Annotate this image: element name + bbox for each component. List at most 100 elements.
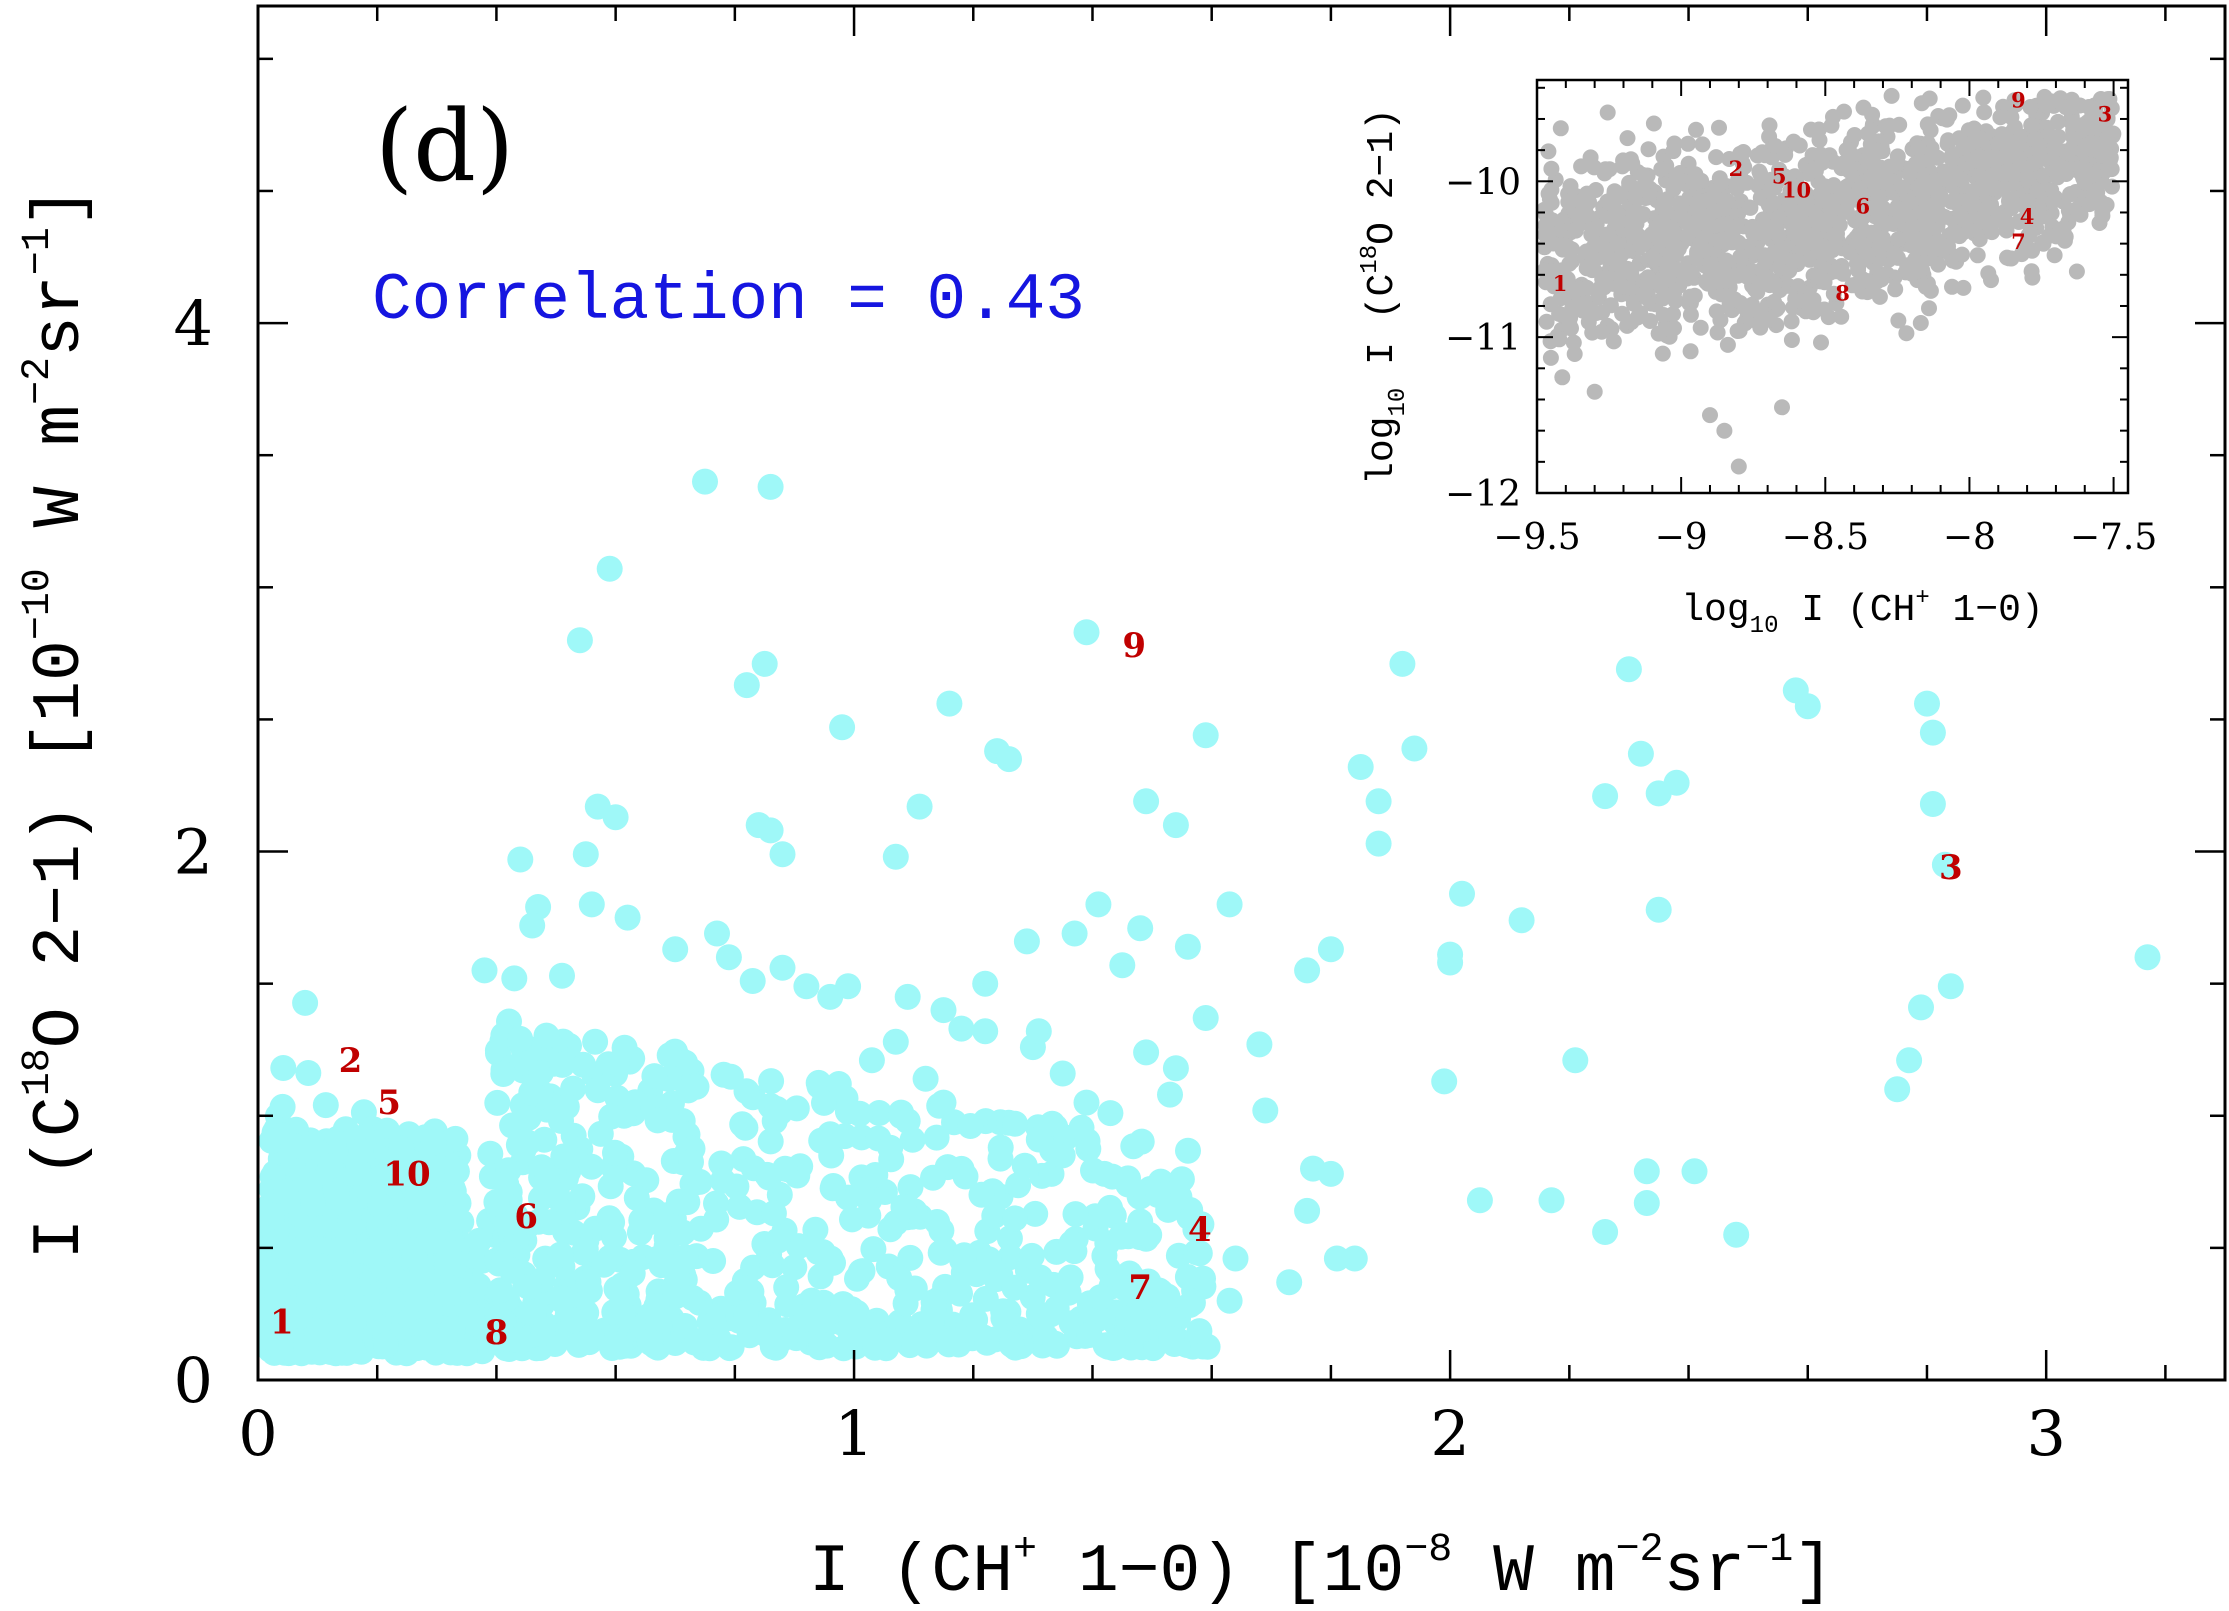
inset-data-point	[1823, 117, 1840, 134]
data-point	[1001, 1274, 1028, 1301]
inset-data-point	[1815, 238, 1832, 255]
data-point	[1061, 920, 1088, 947]
numbered-label: 1	[270, 1303, 294, 1343]
data-point	[566, 627, 593, 654]
data-point	[644, 1107, 671, 1134]
inset-data-point	[1994, 165, 2010, 182]
inset-data-point	[1682, 306, 1699, 323]
data-point	[1317, 1160, 1344, 1187]
inset-data-point	[1954, 246, 1970, 263]
inset-data-point	[1944, 278, 1960, 295]
inset-data-point	[1654, 290, 1671, 307]
data-point	[295, 1060, 322, 1086]
inset-data-point	[2068, 263, 2085, 280]
inset-data-point	[1612, 187, 1629, 204]
data-point	[272, 1178, 299, 1205]
data-point	[1049, 1142, 1076, 1169]
data-point	[866, 1100, 893, 1126]
inset-data-point	[1537, 217, 1554, 234]
data-point	[846, 1100, 873, 1127]
data-point	[435, 1238, 462, 1265]
data-point	[572, 1236, 599, 1263]
data-point	[507, 1025, 534, 1052]
inset-data-point	[1914, 262, 1931, 279]
inset-data-point	[1682, 343, 1699, 360]
x-axis-label: I (CH+ 1−0) [10−8 W m−2sr−1]	[809, 1528, 1834, 1611]
data-point	[897, 1174, 924, 1201]
data-point	[1615, 656, 1642, 683]
data-point	[1068, 1114, 1095, 1141]
data-point	[1562, 1047, 1589, 1074]
data-point	[288, 1261, 315, 1288]
data-point	[1276, 1269, 1303, 1296]
inset-data-point	[1912, 237, 1929, 254]
inset-data-point	[1870, 190, 1887, 207]
inset-data-point	[1614, 264, 1631, 281]
inset-data-point	[2062, 186, 2078, 203]
inset-data-point	[2089, 184, 2106, 201]
data-point	[619, 1260, 646, 1287]
data-point	[890, 1194, 917, 1220]
data-point	[1794, 693, 1821, 720]
inset-data-point	[1713, 175, 1730, 191]
inset-data-point	[1762, 311, 1778, 328]
data-point	[379, 1263, 406, 1290]
data-point	[972, 1018, 999, 1045]
data-point	[1184, 1217, 1211, 1244]
y-axis-label: I (C18O 2−1) [10−10 W m−2sr−1]	[16, 186, 99, 1259]
inset-data-point	[1596, 279, 1613, 296]
data-point	[1175, 1137, 1201, 1164]
inset-data-point	[1547, 272, 1564, 289]
inset-x-tick-label: −8.5	[1782, 517, 1869, 558]
inset-data-point	[1803, 121, 1819, 138]
data-point	[601, 1299, 628, 1325]
inset-data-point	[1564, 300, 1581, 317]
inset-data-point	[1894, 179, 1911, 196]
data-point	[549, 1051, 576, 1078]
data-point	[996, 1225, 1023, 1252]
inset-data-point	[2029, 182, 2046, 199]
inset-data-point	[1867, 159, 1884, 176]
inset-data-point	[1911, 178, 1928, 195]
inset-data-point	[1735, 144, 1752, 160]
inset-data-point	[1665, 306, 1681, 323]
x-axis-label-mid2: W m	[1452, 1534, 1615, 1611]
inset-data-point	[1688, 121, 1704, 138]
x-axis-label-end: ]	[1793, 1534, 1834, 1611]
data-point	[793, 973, 820, 1000]
inset-data-point	[1912, 315, 1929, 331]
data-point	[257, 1324, 284, 1351]
inset-y-tick-label: −11	[1445, 318, 1521, 359]
inset-numbered-label: 10	[1782, 178, 1811, 203]
inset-data-point	[1571, 280, 1588, 297]
data-point	[576, 1277, 603, 1304]
inset-data-point	[1552, 120, 1569, 137]
inset-data-point	[1825, 285, 1842, 302]
data-point	[578, 1153, 605, 1180]
data-point	[1192, 1005, 1219, 1031]
inset-data-point	[1687, 216, 1704, 233]
data-point	[1341, 1245, 1368, 1272]
data-point	[614, 904, 641, 931]
data-point	[1192, 722, 1219, 749]
inset-data-point	[1977, 201, 1994, 218]
inset-data-point	[1976, 104, 1993, 121]
inset-data-point	[1566, 346, 1583, 362]
data-point	[927, 1239, 954, 1266]
data-point	[877, 1134, 904, 1161]
data-point	[1884, 1076, 1911, 1103]
data-point	[855, 1202, 882, 1229]
inset-data-point	[1736, 159, 1753, 175]
inset-data-point	[1864, 118, 1881, 135]
data-point	[858, 1047, 885, 1074]
data-point	[996, 746, 1022, 773]
inset-data-point	[1810, 269, 1827, 285]
inset-numbered-label: 9	[2011, 87, 2026, 112]
inset-data-point	[1668, 241, 1685, 258]
inset-data-point	[2057, 228, 2074, 245]
inset-data-point	[2041, 227, 2058, 244]
data-point	[1082, 1203, 1109, 1230]
data-point	[1723, 1221, 1750, 1248]
data-point	[553, 1093, 580, 1120]
main-axis-ticks: 0 1 2 3 0 2 4	[174, 6, 2225, 1470]
